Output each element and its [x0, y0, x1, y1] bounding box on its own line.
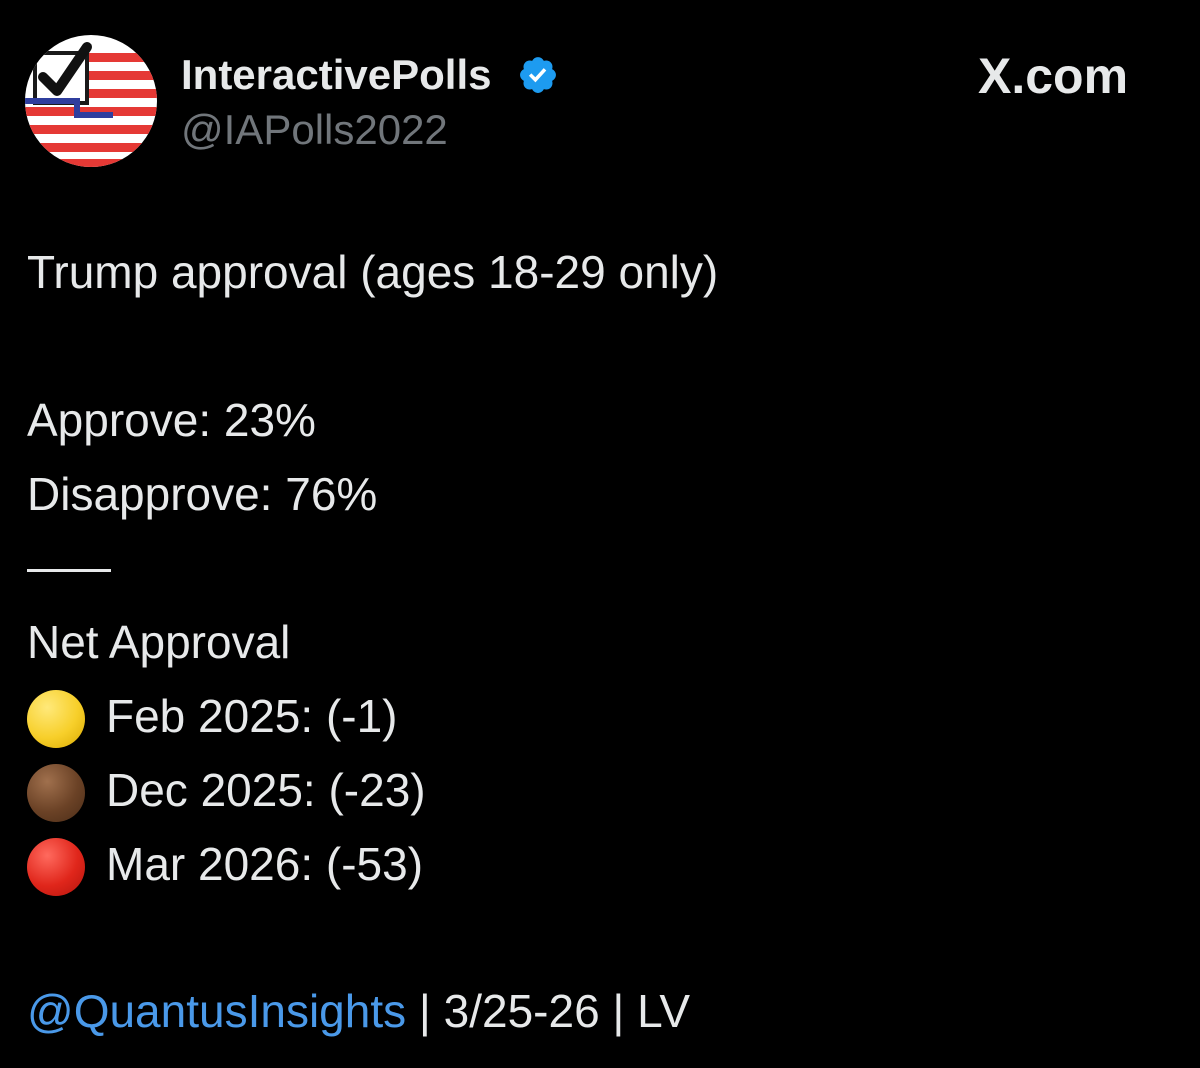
disapprove-stat: Disapprove: 76%: [27, 468, 378, 520]
us-flag-checkmark-avatar-icon: [25, 35, 157, 167]
post-title: Trump approval (ages 18-29 only): [27, 246, 719, 298]
net-approval-label: Net Approval: [27, 616, 291, 668]
author-avatar[interactable]: [25, 35, 157, 167]
text-divider: [27, 569, 111, 572]
approve-stat: Approve: 23%: [27, 394, 316, 446]
brown-circle-icon: [27, 764, 85, 822]
x-com-watermark: X.com: [978, 48, 1129, 104]
net-approval-text: Feb 2025: (-1): [106, 690, 398, 742]
author-display-name[interactable]: InteractivePolls: [181, 51, 492, 98]
net-approval-text: Mar 2026: (-53): [106, 838, 424, 890]
red-circle-icon: [27, 838, 85, 896]
post-footer: @QuantusInsights | 3/25-26 | LV: [27, 984, 690, 1038]
footer-details: | 3/25-26 | LV: [406, 985, 691, 1037]
verified-badge-icon: [520, 57, 556, 93]
quantus-mention-link[interactable]: @QuantusInsights: [27, 985, 407, 1037]
author-handle[interactable]: @IAPolls2022: [181, 106, 448, 153]
yellow-circle-icon: [27, 690, 85, 748]
net-approval-text: Dec 2025: (-23): [106, 764, 426, 816]
